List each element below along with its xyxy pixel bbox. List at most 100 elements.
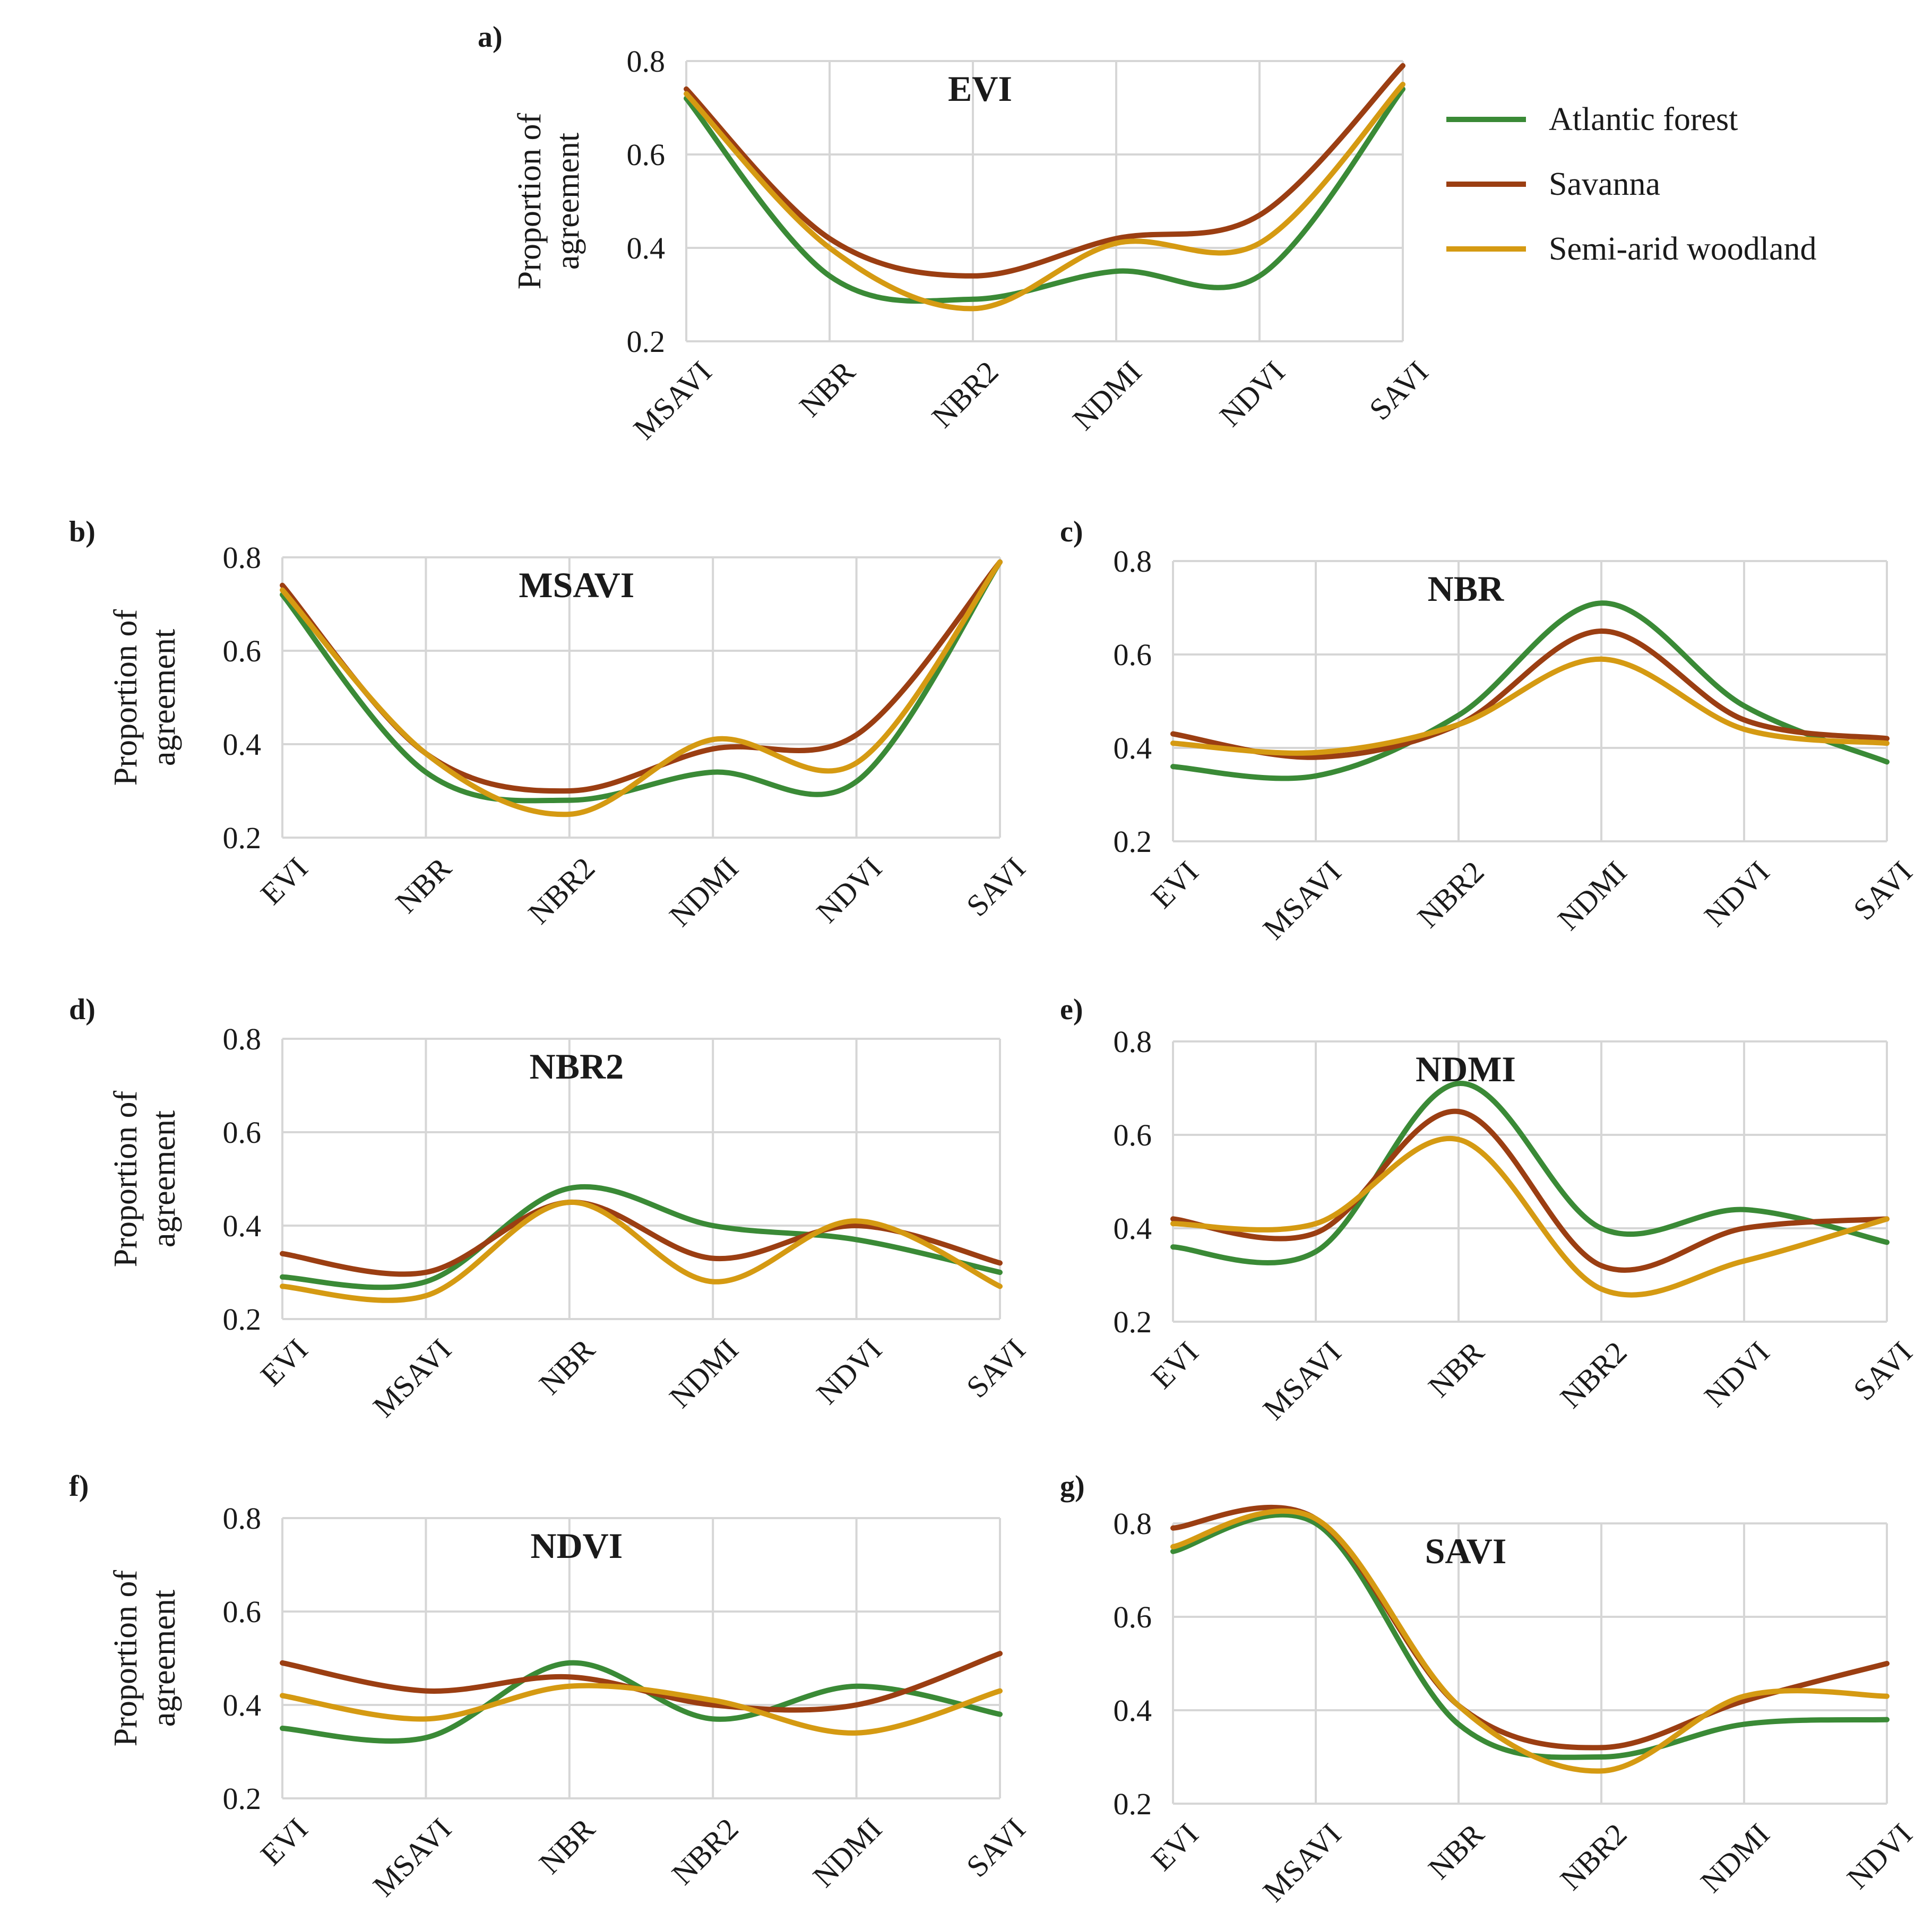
- y-tick-label: 0.4: [1114, 731, 1152, 765]
- series-savanna: [684, 63, 1405, 279]
- y-tick-label: 0.8: [223, 540, 262, 575]
- y-axis-label: Proportion ofagreement: [512, 113, 586, 289]
- panel-nbr2: 0.2 0.4 0.6 0.8 EVI MSAVI NBR NDMI NDVI SAVI NBR2 d…: [69, 993, 1032, 1424]
- x-tick-msavi: MSAVI: [1256, 1334, 1348, 1426]
- x-tick-savi: SAVI: [1847, 854, 1919, 926]
- x-tick-ndvi: NDVI: [1697, 854, 1776, 933]
- y-tick-label: 0.2: [1114, 1305, 1152, 1339]
- panel-title: EVI: [948, 68, 1012, 109]
- x-tick-nbr2: NBR2: [1554, 1816, 1634, 1897]
- x-tick-nbr: NBR: [532, 1811, 602, 1881]
- series-savanna: [280, 1199, 1003, 1277]
- x-tick-nbr: NBR: [1421, 1334, 1491, 1404]
- y-tick-label: 0.4: [223, 1209, 262, 1243]
- x-tick-msavi: MSAVI: [627, 354, 719, 446]
- y-tick-label: 0.6: [627, 137, 666, 172]
- x-tick-ndvi: NDVI: [810, 1332, 889, 1410]
- panel-letter: a): [478, 21, 503, 54]
- series-semi-arid-woodland: [280, 559, 1003, 817]
- x-tick-savi: SAVI: [960, 1811, 1032, 1883]
- series-atlantic-forest: [1170, 600, 1890, 781]
- x-tick-savi: SAVI: [1847, 1334, 1919, 1407]
- series-savanna: [280, 559, 1003, 794]
- x-tick-msavi: MSAVI: [366, 1811, 458, 1903]
- x-tick-evi: EVI: [1144, 1334, 1205, 1395]
- series-savanna: [280, 1651, 1003, 1713]
- series-semi-arid-woodland: [1170, 1508, 1890, 1774]
- x-tick-ndmi: NDMI: [1694, 1816, 1776, 1899]
- panel-title: NBR2: [530, 1046, 624, 1087]
- y-tick-label: 0.4: [1114, 1693, 1152, 1728]
- series-semi-arid-woodland: [280, 1683, 1003, 1736]
- x-tick-ndvi: NDVI: [1213, 354, 1291, 433]
- legend-label-atlantic-forest: Atlantic forest: [1549, 101, 1738, 137]
- x-tick-savi: SAVI: [1362, 354, 1435, 426]
- panel-savi: 0.2 0.4 0.6 0.8 EVI MSAVI NBR NBR2 NDMI NDVI SAVI g…: [1060, 1470, 1919, 1908]
- series-atlantic-forest: [280, 1184, 1003, 1290]
- y-axis-label: Proportion ofagreement: [108, 1570, 182, 1746]
- y-tick-label: 0.2: [223, 821, 262, 855]
- y-tick-label: 0.4: [627, 231, 666, 265]
- panel-letter: d): [69, 993, 96, 1026]
- legend-label-savanna: Savanna: [1549, 166, 1660, 202]
- x-tick-nbr2: NBR2: [665, 1811, 745, 1891]
- panel-title: NBR: [1428, 568, 1504, 609]
- y-axis-label: Proportion ofagreement: [108, 1090, 182, 1267]
- panel-letter: e): [1060, 993, 1083, 1026]
- series-atlantic-forest: [1170, 1081, 1890, 1265]
- series-savanna: [1170, 628, 1890, 760]
- y-tick-label: 0.8: [1114, 1506, 1152, 1541]
- panel-title: SAVI: [1425, 1531, 1507, 1571]
- y-tick-label: 0.6: [223, 1595, 262, 1629]
- y-axis-label: Proportion ofagreement: [108, 609, 182, 786]
- y-tick-label: 0.2: [223, 1781, 262, 1816]
- y-tick-label: 0.8: [223, 1022, 262, 1056]
- panel-nbr: 0.2 0.4 0.6 0.8 EVI MSAVI NBR2 NDMI NDVI SAVI NBR c…: [1060, 515, 1919, 946]
- x-tick-savi: SAVI: [960, 850, 1032, 923]
- panel-letter: g): [1060, 1470, 1085, 1503]
- y-tick-label: 0.8: [1114, 1024, 1152, 1059]
- panel-ndvi: 0.2 0.4 0.6 0.8 EVI MSAVI NBR NBR2 NDMI SAVI NDVI f…: [69, 1470, 1032, 1903]
- y-tick-label: 0.4: [223, 1688, 262, 1722]
- x-tick-evi: EVI: [1144, 1816, 1205, 1877]
- x-tick-ndvi: NDVI: [1840, 1816, 1919, 1895]
- y-tick-label: 0.8: [223, 1501, 262, 1536]
- y-tick-label: 0.8: [1114, 544, 1152, 579]
- y-tick-label: 0.2: [1114, 1787, 1152, 1821]
- y-tick-label: 0.6: [223, 634, 262, 668]
- panel-evi: 0.2 0.4 0.6 0.8 MSAVI NBR NBR2 NDMI NDVI SAVI EVI a…: [478, 21, 1435, 446]
- x-tick-ndvi: NDVI: [1697, 1334, 1776, 1413]
- y-tick-label: 0.6: [1114, 1600, 1152, 1634]
- y-tick-label: 0.6: [1114, 1118, 1152, 1152]
- y-tick-label: 0.6: [1114, 637, 1152, 672]
- series-savanna: [1170, 1108, 1890, 1273]
- x-tick-ndmi: NDMI: [1551, 854, 1633, 936]
- series-atlantic-forest: [1170, 1512, 1890, 1760]
- panel-letter: b): [69, 515, 96, 548]
- x-tick-ndmi: NDMI: [662, 850, 745, 933]
- x-tick-evi: EVI: [1144, 854, 1205, 915]
- y-tick-label: 0.4: [1114, 1211, 1152, 1246]
- x-tick-msavi: MSAVI: [1256, 1816, 1348, 1908]
- y-tick-label: 0.8: [627, 44, 666, 79]
- x-tick-evi: EVI: [254, 850, 314, 911]
- series-semi-arid-woodland: [1170, 656, 1890, 756]
- x-tick-ndmi: NDMI: [662, 1332, 745, 1414]
- legend: Atlantic forest Savanna Semi-arid woodland: [1446, 101, 1817, 267]
- x-tick-msavi: MSAVI: [366, 1332, 458, 1424]
- x-tick-nbr2: NBR2: [521, 850, 601, 930]
- series-atlantic-forest: [280, 1660, 1003, 1744]
- legend-label-semi-arid-woodland: Semi-arid woodland: [1549, 231, 1817, 267]
- x-tick-savi: SAVI: [960, 1332, 1032, 1404]
- series-atlantic-forest: [280, 559, 1003, 804]
- y-tick-label: 0.2: [627, 324, 666, 359]
- series-savanna: [1170, 1504, 1890, 1751]
- panel-title: MSAVI: [519, 565, 634, 605]
- y-tick-label: 0.2: [223, 1302, 262, 1337]
- series-atlantic-forest: [684, 86, 1405, 304]
- x-tick-msavi: MSAVI: [1256, 854, 1348, 946]
- y-tick-label: 0.2: [1114, 824, 1152, 859]
- y-tick-label: 0.6: [223, 1115, 262, 1150]
- chart-panels: 0.2 0.4 0.6 0.8 MSAVI NBR NBR2 NDMI NDVI SAVI EVI a…: [69, 21, 1919, 1908]
